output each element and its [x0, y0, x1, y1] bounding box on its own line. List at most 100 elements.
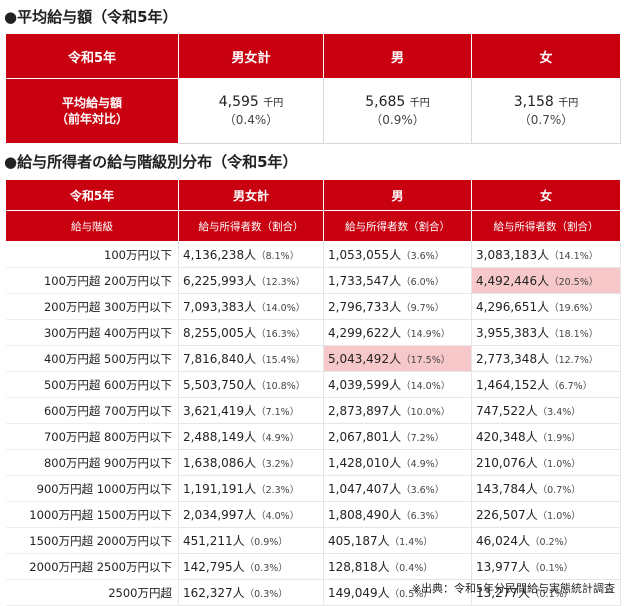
count-cell: 4,299,622人（14.9%） — [323, 319, 472, 346]
percent: （3.4%） — [537, 407, 581, 418]
percent: （0.9%） — [244, 537, 288, 548]
count: 3,621,419人 — [183, 404, 257, 418]
average-salary-table: 令和5年 男女計男女平均給与額 （前年対比） 4,595 千円 （0.4%） 5,685 … — [5, 33, 621, 144]
percent: （4.0%） — [256, 511, 300, 522]
count: 2,034,997人 — [183, 508, 257, 522]
percent: （0.3%） — [244, 589, 288, 600]
count-cell: 3,083,183人（14.1%） — [471, 241, 621, 268]
count: 8,255,005人 — [183, 326, 257, 340]
change: （0.7%） — [518, 112, 574, 127]
row-label: 2000万円超 2500万円以下 — [5, 553, 179, 580]
count-cell: 2,773,348人（12.7%） — [471, 345, 621, 372]
source-note: ※出典：令和5年分民間給与実態統計調査 — [411, 582, 615, 595]
count-cell: 1,191,191人（2.3%） — [178, 475, 324, 502]
label-line: 平均給与額 — [61, 96, 122, 110]
count: 7,816,840人 — [183, 352, 257, 366]
count: 2,488,149人 — [183, 430, 257, 444]
count: 1,047,407人 — [328, 482, 402, 496]
percent: （0.4%） — [389, 563, 433, 574]
distribution-table: 令和5年 男女計男女給与階級 給与所得者数（割合） 給与所得者数（割合） 給与所得者数（… — [5, 179, 621, 606]
count-cell: 143,784人（0.7%） — [471, 475, 621, 502]
data-row: 平均給与額 （前年対比） 4,595 千円 （0.4%） 5,685 千円 （0.9%） 3… — [5, 78, 621, 144]
row-label: 平均給与額 （前年対比） — [5, 78, 179, 144]
value: 5,685 — [365, 93, 406, 110]
row-label: 1500万円超 2000万円以下 — [5, 527, 179, 554]
data-row: 1000万円超 1500万円以下 2,034,997人（4.0%） 1,808,49… — [5, 501, 621, 528]
percent: （9.7%） — [401, 303, 445, 314]
percent: （14.0%） — [256, 303, 306, 314]
count: 210,076人 — [476, 456, 538, 470]
count-cell: 7,093,383人（14.0%） — [178, 293, 324, 320]
unit: 千円 — [409, 97, 430, 109]
header-cell: 男 — [323, 179, 472, 211]
subheader-row: 給与階級 給与所得者数（割合） 給与所得者数（割合） 給与所得者数（割合） — [5, 210, 621, 242]
count: 4,296,651人 — [476, 300, 550, 314]
label-line: （前年対比） — [55, 112, 128, 126]
percent: （0.2%） — [530, 537, 574, 548]
data-row: 100万円以下 4,136,238人（8.1%） 1,053,055人（3.6%） 3… — [5, 241, 621, 268]
row-label: 900万円超 1000万円以下 — [5, 475, 179, 502]
count: 226,507人 — [476, 508, 538, 522]
count: 46,024人 — [476, 534, 530, 548]
subheader-cell: 給与所得者数（割合） — [471, 210, 621, 242]
count: 4,039,599人 — [328, 378, 402, 392]
header-cell: 女 — [471, 33, 621, 79]
data-row: 200万円超 300万円以下 7,093,383人（14.0%） 2,796,733… — [5, 293, 621, 320]
percent: （3.6%） — [401, 251, 445, 262]
percent: （14.9%） — [401, 329, 451, 340]
count-cell: 2,034,997人（4.0%） — [178, 501, 324, 528]
count: 13,277人 — [476, 586, 530, 600]
count: 5,043,492人 — [328, 352, 402, 366]
count: 1,638,086人 — [183, 456, 257, 470]
data-row: 100万円超 200万円以下 6,225,993人（12.3%） 1,733,547… — [5, 267, 621, 294]
count: 128,818人 — [328, 560, 390, 574]
count: 13,977人 — [476, 560, 530, 574]
percent: （0.3%） — [244, 563, 288, 574]
unit: 千円 — [558, 97, 579, 109]
count-cell: 405,187人（1.4%） — [323, 527, 472, 554]
data-row: 800万円超 900万円以下 1,638,086人（3.2%） 1,428,010人… — [5, 449, 621, 476]
count-cell: 1,428,010人（4.9%） — [323, 449, 472, 476]
percent: （16.3%） — [256, 329, 306, 340]
subheader-cell: 給与所得者数（割合） — [323, 210, 472, 242]
row-label: 600万円超 700万円以下 — [5, 397, 179, 424]
percent: （1.0%） — [537, 459, 581, 470]
count-cell: 3,955,383人（18.1%） — [471, 319, 621, 346]
percent: （0.7%） — [537, 485, 581, 496]
percent: （3.2%） — [256, 459, 300, 470]
count: 1,428,010人 — [328, 456, 402, 470]
percent: （7.2%） — [401, 433, 445, 444]
section-title: ●平均給与額（令和5年） — [4, 8, 178, 26]
percent: （17.5%） — [401, 355, 451, 366]
count: 2,796,733人 — [328, 300, 402, 314]
data-row: 900万円超 1000万円以下 1,191,191人（2.3%） 1,047,407… — [5, 475, 621, 502]
percent: （0.5%） — [389, 589, 433, 600]
count: 2,773,348人 — [476, 352, 550, 366]
percent: （4.9%） — [401, 459, 445, 470]
count-cell: 46,024人（0.2%） — [471, 527, 621, 554]
percent: （20.5%） — [549, 277, 599, 288]
data-row: 700万円超 800万円以下 2,488,149人（4.9%） 2,067,801人… — [5, 423, 621, 450]
count-cell: 13,977人（0.1%） — [471, 553, 621, 580]
count-cell: 4,296,651人（19.6%） — [471, 293, 621, 320]
count-cell: 8,255,005人（16.3%） — [178, 319, 324, 346]
unit: 千円 — [263, 97, 284, 109]
row-label: 1000万円超 1500万円以下 — [5, 501, 179, 528]
count-cell: 142,795人（0.3%） — [178, 553, 324, 580]
row-label: 500万円超 600万円以下 — [5, 371, 179, 398]
count: 3,083,183人 — [476, 248, 550, 262]
data-row: 2000万円超 2500万円以下 142,795人（0.3%） 128,818人（0… — [5, 553, 621, 580]
value-cell: 3,158 千円 （0.7%） — [471, 78, 621, 144]
data-row: 400万円超 500万円以下 7,816,840人（15.4%） 5,043,492… — [5, 345, 621, 372]
count-cell: 1,808,490人（6.3%） — [323, 501, 472, 528]
count: 2,067,801人 — [328, 430, 402, 444]
count: 162,327人 — [183, 586, 245, 600]
count-cell: 5,043,492人（17.5%） — [323, 345, 472, 372]
header-cell: 令和5年 — [5, 179, 179, 211]
row-label: 200万円超 300万円以下 — [5, 293, 179, 320]
count: 405,187人 — [328, 534, 390, 548]
percent: （3.6%） — [401, 485, 445, 496]
count-cell: 1,047,407人（3.6%） — [323, 475, 472, 502]
header-row: 令和5年 男女計男女 — [5, 179, 621, 211]
row-label: 2500万円超 — [5, 579, 179, 606]
